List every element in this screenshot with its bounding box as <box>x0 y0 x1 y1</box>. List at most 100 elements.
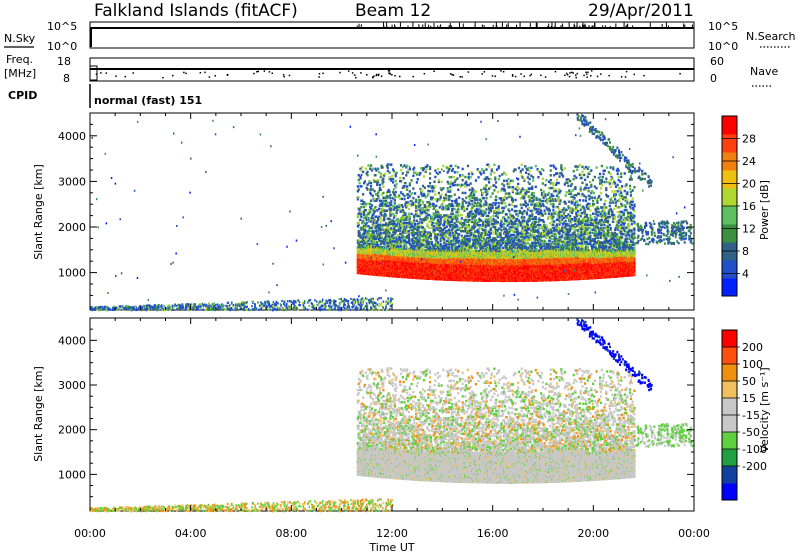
heatmap-cell <box>388 208 391 211</box>
nave-dot <box>600 73 602 75</box>
heatmap-cell <box>418 226 421 229</box>
heatmap-cell <box>401 208 404 212</box>
heatmap-cell <box>399 218 403 221</box>
heatmap-cell <box>377 191 380 195</box>
heatmap-cell <box>465 180 468 184</box>
heatmap-cell <box>424 208 427 212</box>
heatmap-cell <box>401 234 404 237</box>
heatmap-cell <box>456 177 459 180</box>
heatmap-cell <box>395 206 398 210</box>
nave-dot <box>572 72 574 74</box>
heatmap-cell <box>358 231 361 234</box>
heatmap-cell <box>384 222 388 225</box>
heatmap-cell <box>394 186 397 189</box>
heatmap-cell <box>373 189 376 193</box>
heatmap-cell <box>395 243 398 247</box>
heatmap-cell <box>402 213 405 217</box>
heatmap-cell <box>395 171 398 175</box>
heatmap-cell <box>389 238 392 241</box>
heatmap-cell <box>426 164 429 167</box>
heatmap-cell <box>406 170 410 174</box>
nave-dot <box>467 71 470 73</box>
nave-dot <box>115 75 117 77</box>
heatmap-cell <box>368 181 371 185</box>
freq-unit-label: [MHz] <box>4 67 36 80</box>
heatmap-cell <box>406 201 410 204</box>
heatmap-cell <box>390 177 393 181</box>
heatmap-cell <box>399 243 403 247</box>
heatmap-cell <box>393 232 396 235</box>
heatmap-cell <box>412 174 415 178</box>
heatmap-cell <box>390 179 393 182</box>
heatmap-cell <box>423 229 426 233</box>
heatmap-cell <box>362 205 366 209</box>
heatmap-cell <box>421 200 425 204</box>
heatmap-cell <box>373 218 376 222</box>
heatmap-cell <box>403 228 406 231</box>
heatmap-cell <box>390 203 393 206</box>
heatmap-cell <box>406 231 409 235</box>
heatmap-cell <box>361 165 364 169</box>
heatmap-cell <box>442 187 445 190</box>
heatmap-cell <box>356 241 359 244</box>
heatmap-cell <box>409 242 412 246</box>
nave-dot <box>271 72 274 75</box>
heatmap-cell <box>381 209 384 212</box>
heatmap-cell <box>399 197 402 201</box>
heatmap-cell <box>406 234 409 238</box>
heatmap-cell <box>403 224 406 228</box>
heatmap-cell <box>376 183 379 187</box>
heatmap-cell <box>392 222 395 226</box>
heatmap-cell <box>464 191 467 195</box>
heatmap-cell <box>419 213 422 216</box>
nave-dot <box>263 70 266 72</box>
heatmap-cell <box>461 167 464 171</box>
heatmap-cell <box>366 213 369 217</box>
heatmap-cell <box>464 175 467 179</box>
heatmap-cell <box>369 226 372 230</box>
heatmap-cell <box>404 213 407 217</box>
heatmap-cell <box>467 223 470 227</box>
heatmap-cell <box>381 204 384 208</box>
heatmap-cell <box>362 234 365 238</box>
heatmap-cell <box>393 225 396 229</box>
heatmap-cell <box>381 225 384 228</box>
heatmap-cell <box>380 164 383 168</box>
heatmap-cell <box>372 212 375 215</box>
nave-dot <box>185 72 187 75</box>
heatmap-cell <box>373 209 376 212</box>
heatmap-cell <box>399 208 402 212</box>
heatmap-cell <box>358 181 361 185</box>
heatmap-cell <box>386 163 389 166</box>
cpid-value: normal (fast) 151 <box>94 94 202 107</box>
heatmap-cell <box>359 218 362 222</box>
heatmap-cell <box>384 244 388 248</box>
heatmap-cell <box>393 243 396 246</box>
heatmap-cell <box>411 238 414 241</box>
heatmap-cell <box>412 230 415 233</box>
heatmap-cell <box>403 164 406 167</box>
nave-dot <box>452 74 455 76</box>
nave-dot <box>586 76 588 78</box>
heatmap-cell <box>408 217 411 220</box>
heatmap-cell <box>386 169 389 173</box>
heatmap-cell <box>376 181 379 185</box>
heatmap-cell <box>372 223 375 226</box>
heatmap-cell <box>396 242 399 245</box>
heatmap-cell <box>465 201 468 204</box>
heatmap-cell <box>453 193 456 196</box>
nave-dot <box>398 75 401 78</box>
heatmap-cell <box>381 202 384 206</box>
heatmap-cell <box>437 191 441 195</box>
heatmap-cell <box>368 242 371 246</box>
heatmap-cell <box>463 207 466 211</box>
heatmap-cell <box>375 237 378 241</box>
heatmap-cell <box>421 229 425 232</box>
heatmap-cell <box>363 242 367 246</box>
heatmap-cell <box>421 226 425 229</box>
heatmap-cell <box>418 200 421 203</box>
nave-dot <box>564 74 566 77</box>
heatmap-cell <box>456 170 459 174</box>
heatmap-cell <box>369 216 372 220</box>
heatmap-cell <box>425 232 428 236</box>
